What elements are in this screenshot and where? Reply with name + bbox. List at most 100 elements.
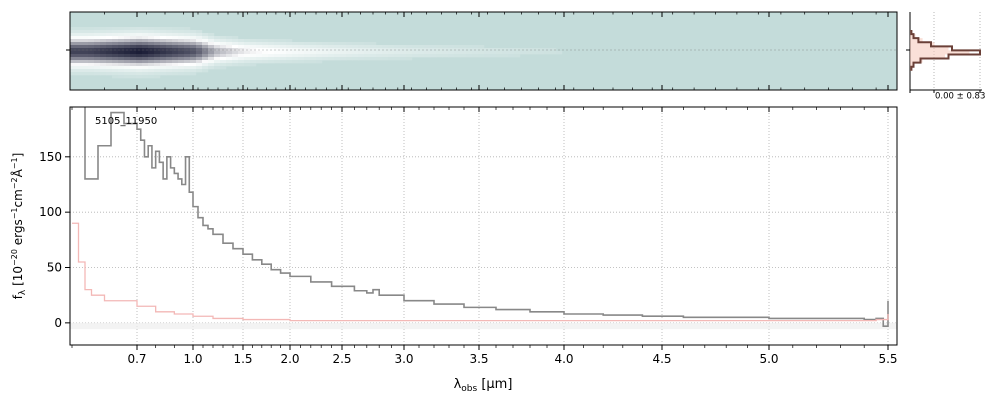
heatmap-cell <box>166 60 173 64</box>
heatmap-cell <box>352 45 359 49</box>
heatmap-cell <box>154 69 161 73</box>
heatmap-cell <box>268 39 275 43</box>
heatmap-cell <box>136 27 143 31</box>
heatmap-cell <box>274 54 281 58</box>
heatmap-cell <box>130 75 137 79</box>
heatmap-cell <box>94 66 101 70</box>
heatmap-cell <box>196 33 203 37</box>
heatmap-cell <box>454 51 461 55</box>
heatmap-cell <box>256 45 263 49</box>
heatmap-cell <box>220 39 227 43</box>
heatmap-cell <box>400 57 407 61</box>
y-tick-label: 0 <box>54 316 62 330</box>
heatmap-cell <box>112 75 119 79</box>
heatmap-cell <box>136 66 143 70</box>
heatmap-cell <box>316 60 323 64</box>
heatmap-cell <box>370 45 377 49</box>
heatmap-cell <box>256 51 263 55</box>
heatmap-cell <box>88 39 95 43</box>
heatmap-cell <box>196 51 203 55</box>
heatmap-cell <box>100 33 107 37</box>
heatmap-cell <box>376 48 383 52</box>
heatmap-cell <box>316 57 323 61</box>
heatmap-cell <box>82 63 89 67</box>
heatmap-cell <box>328 42 335 46</box>
heatmap-cell <box>148 42 155 46</box>
heatmap-cell <box>76 30 83 34</box>
heatmap-cell <box>352 51 359 55</box>
heatmap-cell <box>382 45 389 49</box>
heatmap-cell <box>400 54 407 58</box>
heatmap-cell <box>334 57 341 61</box>
heatmap-cell <box>100 36 107 40</box>
heatmap-cell <box>88 63 95 67</box>
heatmap-cell <box>430 54 437 58</box>
heatmap-cell <box>382 54 389 58</box>
heatmap-cell <box>94 72 101 76</box>
heatmap-cell <box>202 66 209 70</box>
spectrum-id-annotation: 5105_11950 <box>95 116 157 127</box>
x-tick-label: 3.0 <box>394 352 413 366</box>
heatmap-cell <box>280 54 287 58</box>
heatmap-cell <box>178 45 185 49</box>
heatmap-cell <box>280 45 287 49</box>
heatmap-cell <box>478 51 485 55</box>
heatmap-cell <box>316 48 323 52</box>
heatmap-cell <box>148 69 155 73</box>
heatmap-cell <box>478 48 485 52</box>
heatmap-cell <box>76 36 83 40</box>
heatmap-cell <box>190 36 197 40</box>
heatmap-cell <box>136 39 143 43</box>
heatmap-cell <box>460 54 467 58</box>
heatmap-cell <box>358 51 365 55</box>
profile-model-fill <box>910 30 970 71</box>
heatmap-cell <box>154 60 161 64</box>
heatmap-cell <box>208 39 215 43</box>
heatmap-cell <box>334 45 341 49</box>
heatmap-cell <box>496 48 503 52</box>
heatmap-cell <box>298 57 305 61</box>
heatmap-cell <box>190 63 197 67</box>
heatmap-cell <box>226 42 233 46</box>
heatmap-cell <box>352 54 359 58</box>
heatmap-cell <box>136 72 143 76</box>
heatmap-cell <box>202 54 209 58</box>
heatmap-cell <box>304 45 311 49</box>
heatmap-cell <box>412 51 419 55</box>
heatmap-cell <box>340 57 347 61</box>
heatmap-cell <box>88 36 95 40</box>
heatmap-cell <box>184 45 191 49</box>
heatmap-cell <box>94 36 101 40</box>
x-tick-label: 2.5 <box>332 352 351 366</box>
heatmap-cell <box>538 51 545 55</box>
heatmap-cell <box>100 66 107 70</box>
heatmap-cell <box>166 30 173 34</box>
heatmap-cell <box>262 45 269 49</box>
heatmap-cells <box>70 27 563 79</box>
heatmap-cell <box>316 54 323 58</box>
heatmap-cell <box>214 45 221 49</box>
heatmap-cell <box>190 33 197 37</box>
heatmap-cell <box>556 51 563 55</box>
heatmap-cell <box>376 57 383 61</box>
heatmap-cell <box>124 54 131 58</box>
heatmap-cell <box>172 27 179 31</box>
heatmap-cell <box>532 51 539 55</box>
heatmap-cell <box>280 57 287 61</box>
heatmap-cell <box>196 54 203 58</box>
heatmap-cell <box>94 33 101 37</box>
heatmap-cell <box>238 63 245 67</box>
heatmap-cell <box>406 54 413 58</box>
heatmap-cell <box>274 39 281 43</box>
heatmap-cell <box>118 30 125 34</box>
heatmap-cell <box>76 63 83 67</box>
heatmap-cell <box>100 63 107 67</box>
heatmap-cell <box>148 57 155 61</box>
heatmap-cell <box>286 42 293 46</box>
heatmap-cell <box>112 66 119 70</box>
heatmap-cell <box>172 72 179 76</box>
heatmap-cell <box>124 57 131 61</box>
heatmap-cell <box>436 51 443 55</box>
x-tick-label: 1.5 <box>233 352 252 366</box>
heatmap-cell <box>274 51 281 55</box>
